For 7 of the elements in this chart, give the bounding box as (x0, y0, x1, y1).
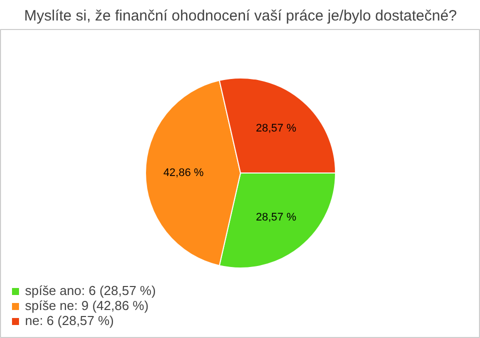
data-label: 28,57 % (256, 122, 296, 134)
chart-title: Myslíte si, že finanční ohodnocení vaší práce je/bylo dostatečné? (24, 8, 457, 24)
legend-label: spíše ano: 6 (28,57 %) (25, 283, 156, 298)
legend-label: spíše ne: 9 (42,86 %) (25, 298, 149, 313)
data-label: 28,57 % (256, 212, 296, 224)
data-label: 42,86 % (163, 166, 204, 179)
legend-label: ne: 6 (28,57 %) (25, 313, 114, 328)
